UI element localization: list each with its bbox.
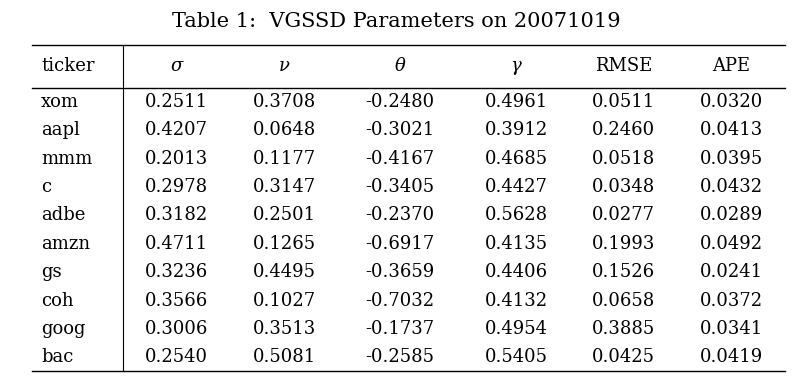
Text: goog: goog: [41, 320, 86, 338]
Text: -0.4167: -0.4167: [366, 149, 435, 168]
Text: xom: xom: [41, 93, 79, 111]
Text: 0.1027: 0.1027: [253, 291, 316, 310]
Text: mmm: mmm: [41, 149, 93, 168]
Text: -0.2480: -0.2480: [366, 93, 435, 111]
Text: 0.3147: 0.3147: [253, 178, 316, 196]
Text: 0.4685: 0.4685: [485, 149, 548, 168]
Text: 0.3236: 0.3236: [145, 263, 209, 281]
Text: 0.1265: 0.1265: [253, 235, 316, 253]
Text: 0.2978: 0.2978: [145, 178, 208, 196]
Text: 0.4135: 0.4135: [485, 235, 548, 253]
Text: 0.0241: 0.0241: [699, 263, 763, 281]
Text: 0.0518: 0.0518: [592, 149, 655, 168]
Text: 0.2013: 0.2013: [145, 149, 209, 168]
Text: 0.1526: 0.1526: [592, 263, 655, 281]
Text: 0.3566: 0.3566: [145, 291, 209, 310]
Text: 0.0348: 0.0348: [592, 178, 655, 196]
Text: 0.4207: 0.4207: [145, 121, 208, 139]
Text: 0.4954: 0.4954: [485, 320, 547, 338]
Text: APE: APE: [712, 57, 750, 75]
Text: -0.3021: -0.3021: [366, 121, 435, 139]
Text: -0.7032: -0.7032: [366, 291, 435, 310]
Text: Table 1:  VGSSD Parameters on 20071019: Table 1: VGSSD Parameters on 20071019: [172, 12, 621, 31]
Text: RMSE: RMSE: [595, 57, 653, 75]
Text: -0.3659: -0.3659: [366, 263, 435, 281]
Text: θ: θ: [395, 57, 405, 75]
Text: 0.0425: 0.0425: [592, 348, 655, 366]
Text: 0.0419: 0.0419: [699, 348, 763, 366]
Text: 0.5081: 0.5081: [253, 348, 316, 366]
Text: 0.4711: 0.4711: [145, 235, 208, 253]
Text: 0.3182: 0.3182: [145, 206, 209, 224]
Text: 0.0413: 0.0413: [699, 121, 763, 139]
Text: 0.4132: 0.4132: [485, 291, 548, 310]
Text: -0.2370: -0.2370: [366, 206, 435, 224]
Text: 0.0648: 0.0648: [253, 121, 316, 139]
Text: gs: gs: [41, 263, 62, 281]
Text: 0.0289: 0.0289: [699, 206, 763, 224]
Text: 0.3708: 0.3708: [253, 93, 316, 111]
Text: ν: ν: [278, 57, 289, 75]
Text: 0.0341: 0.0341: [699, 320, 763, 338]
Text: 0.1177: 0.1177: [253, 149, 316, 168]
Text: c: c: [41, 178, 52, 196]
Text: 0.4406: 0.4406: [485, 263, 548, 281]
Text: 0.2501: 0.2501: [253, 206, 316, 224]
Text: 0.0320: 0.0320: [699, 93, 763, 111]
Text: 0.4427: 0.4427: [485, 178, 547, 196]
Text: -0.6917: -0.6917: [366, 235, 435, 253]
Text: 0.5405: 0.5405: [485, 348, 547, 366]
Text: aapl: aapl: [41, 121, 80, 139]
Text: amzn: amzn: [41, 235, 90, 253]
Text: 0.0432: 0.0432: [699, 178, 763, 196]
Text: bac: bac: [41, 348, 74, 366]
Text: 0.1993: 0.1993: [592, 235, 655, 253]
Text: 0.2460: 0.2460: [592, 121, 655, 139]
Text: 0.0372: 0.0372: [699, 291, 763, 310]
Text: 0.5628: 0.5628: [485, 206, 548, 224]
Text: coh: coh: [41, 291, 74, 310]
Text: 0.0277: 0.0277: [592, 206, 655, 224]
Text: 0.2511: 0.2511: [145, 93, 208, 111]
Text: ticker: ticker: [41, 57, 94, 75]
Text: γ: γ: [511, 57, 521, 75]
Text: 0.0492: 0.0492: [699, 235, 763, 253]
Text: 0.2540: 0.2540: [145, 348, 208, 366]
Text: -0.2585: -0.2585: [366, 348, 435, 366]
Text: 0.4495: 0.4495: [253, 263, 316, 281]
Text: 0.3513: 0.3513: [253, 320, 316, 338]
Text: 0.0511: 0.0511: [592, 93, 655, 111]
Text: -0.1737: -0.1737: [366, 320, 435, 338]
Text: adbe: adbe: [41, 206, 86, 224]
Text: 0.3006: 0.3006: [145, 320, 209, 338]
Text: -0.3405: -0.3405: [366, 178, 435, 196]
Text: 0.3885: 0.3885: [592, 320, 655, 338]
Text: 0.4961: 0.4961: [485, 93, 548, 111]
Text: 0.0395: 0.0395: [699, 149, 763, 168]
Text: 0.3912: 0.3912: [485, 121, 548, 139]
Text: 0.0658: 0.0658: [592, 291, 655, 310]
Text: σ: σ: [170, 57, 182, 75]
